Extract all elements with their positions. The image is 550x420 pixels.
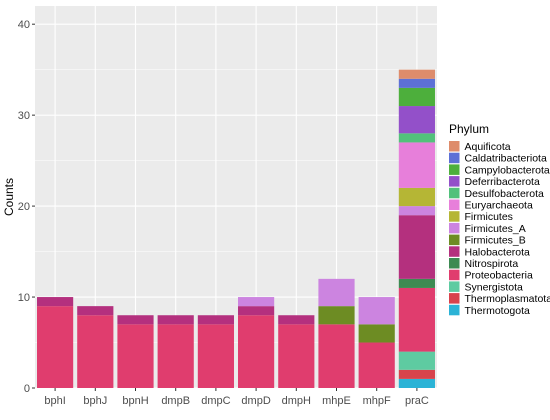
legend-swatch xyxy=(449,199,460,210)
bar-segment xyxy=(398,187,435,207)
legend-swatch xyxy=(449,281,460,292)
bar-segment xyxy=(238,315,275,388)
bar-segment xyxy=(398,206,435,216)
legend-label: Thermotogota xyxy=(465,305,531,317)
bar-segment xyxy=(398,106,435,134)
bar-segment xyxy=(398,69,435,79)
legend-swatch xyxy=(449,164,460,175)
legend-label: Euryarchaeota xyxy=(465,200,533,212)
legend-label: Halobacterota xyxy=(465,246,531,258)
bars xyxy=(37,69,435,388)
bar-segment xyxy=(197,315,234,325)
bar-segment xyxy=(398,378,435,388)
bar-segment xyxy=(278,315,315,325)
x-tick-label: praC xyxy=(405,395,429,407)
bar-segment xyxy=(398,142,435,188)
bar-segment xyxy=(117,315,154,325)
bar-segment xyxy=(37,306,74,388)
x-tick-label: dmpB xyxy=(161,395,190,407)
bar-segment xyxy=(77,315,114,388)
x-tick-label: dmpH xyxy=(282,395,311,407)
legend-swatch xyxy=(449,293,460,304)
legend-swatch xyxy=(449,187,460,199)
y-axis-title: Counts xyxy=(2,178,16,216)
y-tick-label: 40 xyxy=(18,19,30,31)
x-tick-label: bphI xyxy=(44,395,65,407)
y-tick-label: 20 xyxy=(18,201,30,213)
legend-label: Firmicutes_B xyxy=(465,235,526,247)
y-tick-label: 10 xyxy=(18,292,30,304)
bar-segment xyxy=(157,315,194,325)
y-axis: 0 10 20 30 40 xyxy=(18,19,35,395)
x-tick-label: mhpF xyxy=(363,395,391,407)
x-tick-label: dmpD xyxy=(241,395,270,407)
bar-segment xyxy=(398,369,435,379)
bar-segment xyxy=(318,324,355,388)
bar-segment xyxy=(398,278,435,288)
legend-label: Nitrospirota xyxy=(465,258,519,270)
x-axis: bphI bphJ bpnH dmpB dmpC dmpD dmpH mhpE mhpF praC xyxy=(44,388,429,407)
legend-label: Desulfobacterota xyxy=(465,188,545,200)
legend-swatch xyxy=(449,222,460,234)
legend-swatch xyxy=(449,211,460,222)
y-tick-label: 0 xyxy=(24,383,30,395)
bar-segment xyxy=(398,133,435,143)
legend-label: Synergistota xyxy=(465,281,524,293)
x-tick-label: bpnH xyxy=(122,395,148,407)
legend-label: Campylobacterota xyxy=(465,164,550,176)
y-tick-label: 30 xyxy=(18,110,30,122)
bar-segment xyxy=(318,306,355,325)
legend-swatch xyxy=(449,141,460,152)
legend-swatch xyxy=(449,234,460,246)
bar-segment xyxy=(238,306,275,316)
legend-label: Proteobacteria xyxy=(465,270,533,282)
bar-segment xyxy=(197,324,234,388)
bar-segment xyxy=(398,215,435,279)
legend-label: Deferribacterota xyxy=(465,176,540,188)
legend-swatch xyxy=(449,258,460,269)
bar-segment xyxy=(77,306,114,316)
x-tick-label: bphJ xyxy=(83,395,107,407)
bar-segment xyxy=(318,278,355,307)
legend-label: Firmicutes xyxy=(465,211,513,223)
bar-segment xyxy=(358,342,395,388)
x-tick-label: mhpE xyxy=(322,395,351,407)
bar-segment xyxy=(398,287,435,352)
legend-swatch xyxy=(449,246,460,257)
bar-segment xyxy=(398,78,435,88)
bar-segment xyxy=(358,297,395,325)
legend-label: Thermoplasmatota xyxy=(465,293,550,305)
x-tick-label: dmpC xyxy=(201,395,230,407)
legend-swatch xyxy=(449,304,460,316)
legend-swatch xyxy=(449,269,460,281)
bar-segment xyxy=(358,324,395,343)
bar-segment xyxy=(238,297,275,307)
bar-segment xyxy=(278,324,315,388)
legend-swatch xyxy=(449,152,460,164)
legend-swatch xyxy=(449,176,460,187)
legend-title: Phylum xyxy=(449,122,489,136)
legend-label: Firmicutes_A xyxy=(465,223,526,235)
bar-segment xyxy=(117,324,154,388)
legend: Phylum AquificotaCaldatribacteriotaCampy… xyxy=(449,122,550,317)
bar-segment xyxy=(398,351,435,370)
legend-label: Aquificota xyxy=(465,141,511,153)
bar-segment xyxy=(157,324,194,388)
bar-segment xyxy=(37,297,74,307)
bar-segment xyxy=(398,87,435,107)
legend-label: Caldatribacteriota xyxy=(465,153,547,165)
